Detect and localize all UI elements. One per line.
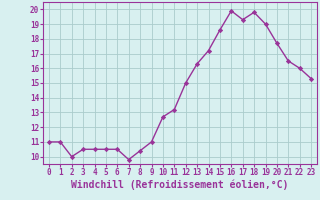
X-axis label: Windchill (Refroidissement éolien,°C): Windchill (Refroidissement éolien,°C) bbox=[71, 180, 289, 190]
